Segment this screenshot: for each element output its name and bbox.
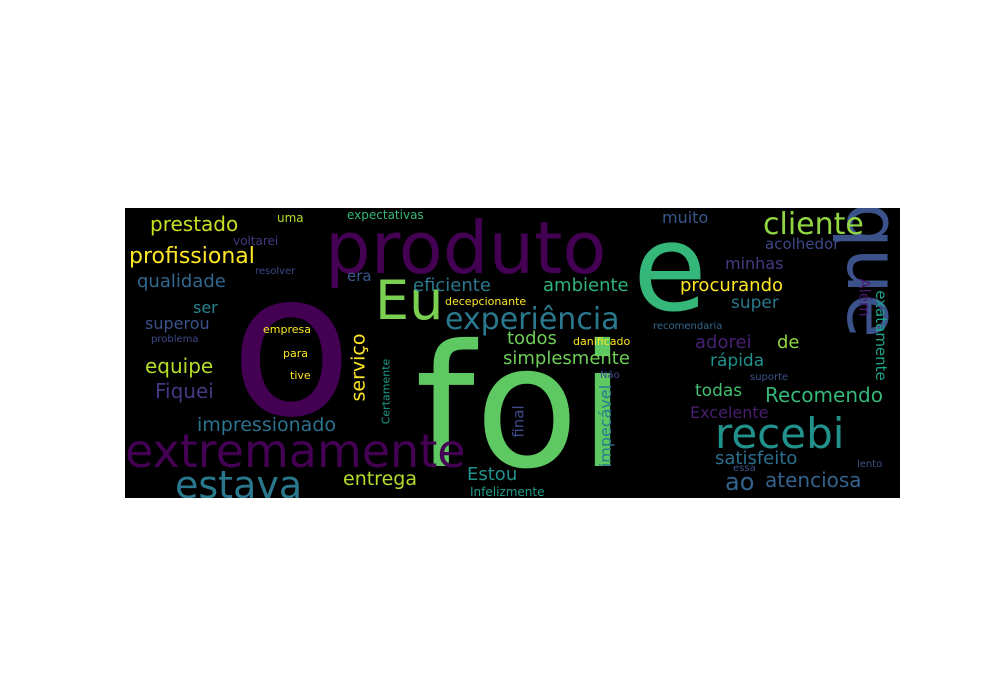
word-52: para xyxy=(283,347,308,360)
word-36: de xyxy=(777,332,800,353)
word-16: procurando xyxy=(680,275,784,296)
word-47: expectativas xyxy=(347,208,424,222)
word-11: profissional xyxy=(129,244,255,269)
word-33: final xyxy=(509,405,528,438)
word-53: tive xyxy=(290,369,311,382)
word-21: atendimento xyxy=(125,324,128,440)
word-61: lento xyxy=(857,459,883,470)
word-46: uma xyxy=(277,211,304,225)
word-41: Além xyxy=(855,278,874,317)
word-32: impecável xyxy=(596,384,616,468)
word-57: Certamente xyxy=(379,358,393,425)
word-14: eficiente xyxy=(413,275,491,296)
word-60: essa xyxy=(733,463,756,474)
word-43: superou xyxy=(145,314,210,333)
word-55: problema xyxy=(151,334,199,345)
word-51: empresa xyxy=(263,323,311,336)
word-15: ambiente xyxy=(543,275,629,296)
word-1: o xyxy=(230,229,353,462)
word-26: ao xyxy=(725,468,755,496)
word-8: estava xyxy=(175,463,303,498)
word-9: experiência xyxy=(445,302,620,337)
word-49: resolver xyxy=(255,266,296,277)
word-17: simplesmente xyxy=(503,348,630,369)
word-54: danificado xyxy=(573,335,631,348)
word-3: e xyxy=(633,208,707,339)
word-23: serviço xyxy=(347,333,370,402)
word-38: minhas xyxy=(725,254,784,273)
word-50: decepcionante xyxy=(445,295,527,308)
word-56: recomendaria xyxy=(653,321,723,332)
word-0: foi xyxy=(415,309,627,498)
word-44: ser xyxy=(193,298,218,317)
word-22: impressionado xyxy=(197,414,337,436)
word-20: Fiquei xyxy=(155,379,214,403)
word-13: qualidade xyxy=(137,271,226,292)
word-19: equipe xyxy=(145,354,214,378)
word-58: Não xyxy=(600,370,620,381)
word-7: recebi xyxy=(715,409,845,458)
word-42: exatamente xyxy=(871,290,890,381)
word-59: suporte xyxy=(750,372,789,383)
word-10: cliente xyxy=(763,208,864,242)
word-39: muito xyxy=(662,208,709,227)
word-45: era xyxy=(347,267,372,285)
word-62: Infelizmente xyxy=(470,485,545,498)
word-18: todos xyxy=(507,328,557,349)
word-48: voltarei xyxy=(233,234,279,248)
word-31: todas xyxy=(695,381,743,401)
word-28: satisfeito xyxy=(715,448,798,469)
word-35: adorei xyxy=(695,332,752,353)
word-cloud: foi o produto e que Eu extremamente recebi estav… xyxy=(125,208,900,498)
word-24: entrega xyxy=(343,468,417,490)
word-6: extremamente xyxy=(125,424,466,478)
word-37: super xyxy=(731,293,779,313)
word-29: Recomendo xyxy=(765,383,883,407)
word-2: produto xyxy=(325,208,607,290)
word-30: Excelente xyxy=(690,403,769,422)
word-25: Estou xyxy=(467,464,518,485)
word-5: Eu xyxy=(375,269,444,332)
word-34: rápida xyxy=(710,351,765,371)
word-40: acolhedor xyxy=(765,235,840,253)
word-12: prestado xyxy=(150,212,239,236)
word-27: atenciosa xyxy=(765,468,862,492)
